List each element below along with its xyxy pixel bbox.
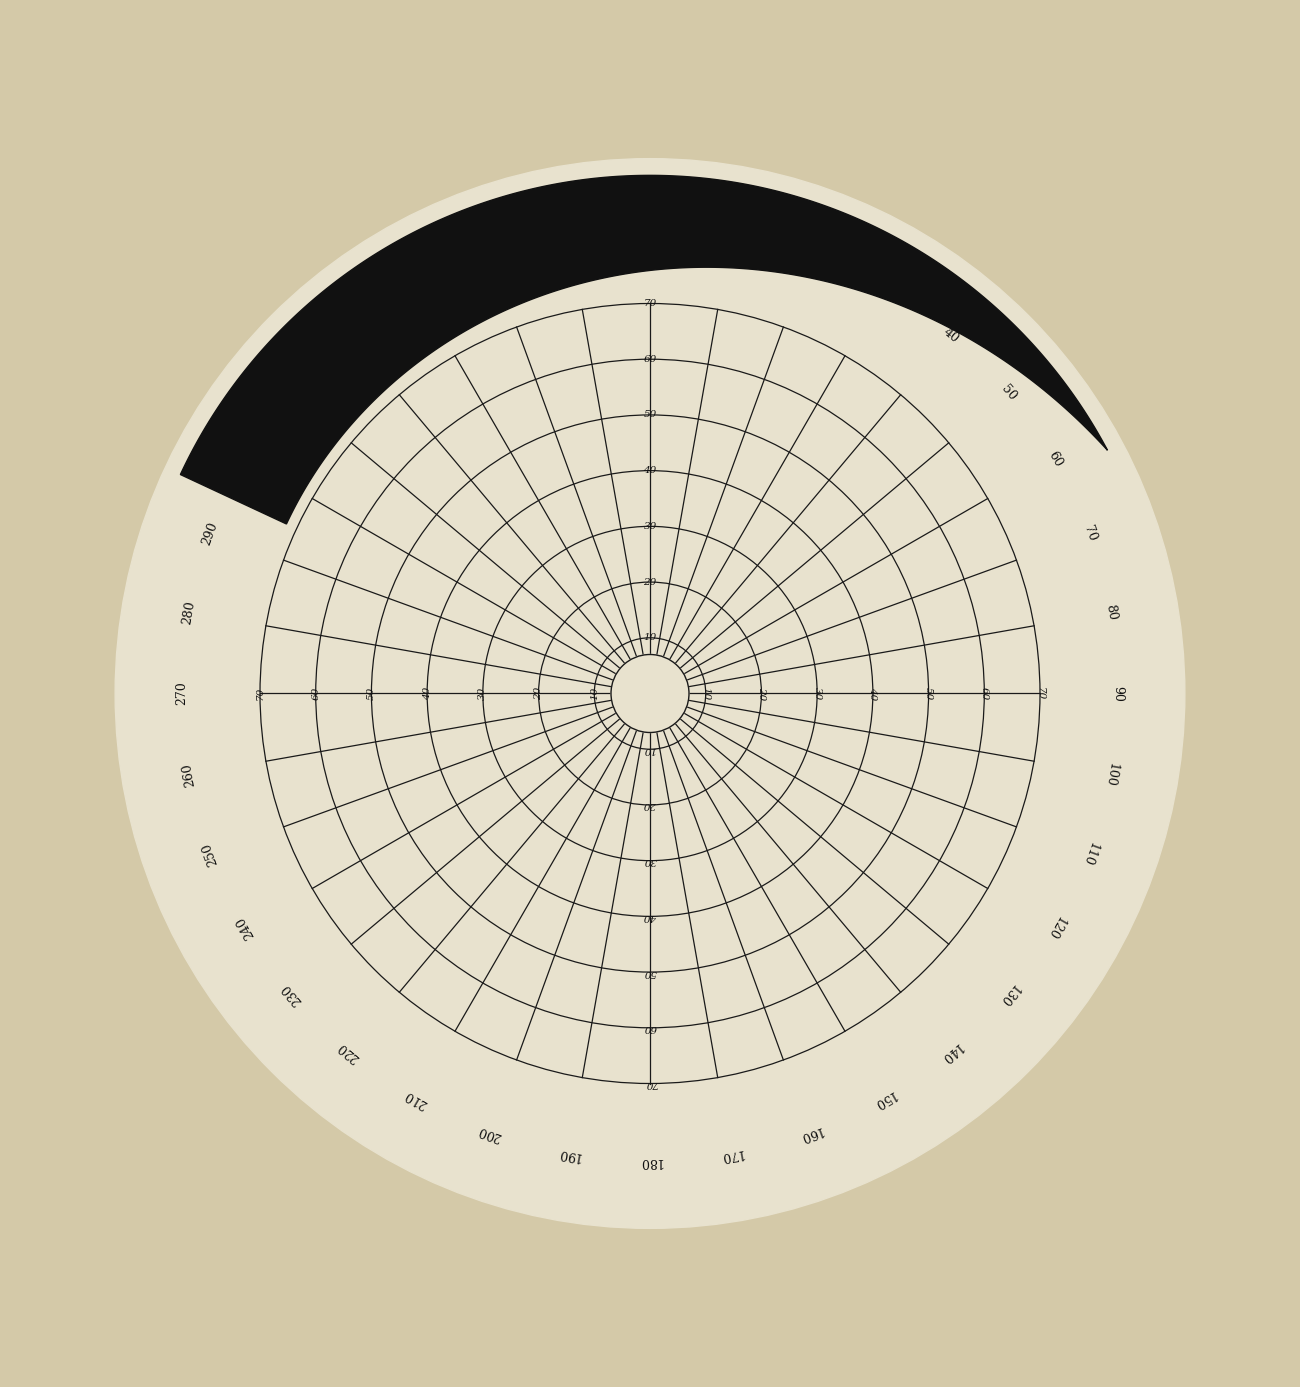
Text: 20: 20 bbox=[801, 245, 820, 262]
Text: 10: 10 bbox=[701, 687, 710, 700]
Text: 50: 50 bbox=[998, 383, 1019, 404]
Text: 230: 230 bbox=[278, 981, 304, 1007]
Text: 10: 10 bbox=[644, 745, 656, 753]
Text: 150: 150 bbox=[871, 1087, 897, 1111]
Text: 340: 340 bbox=[476, 244, 503, 264]
Text: 110: 110 bbox=[1079, 841, 1100, 867]
Text: 170: 170 bbox=[719, 1146, 744, 1162]
Text: 30: 30 bbox=[644, 856, 656, 865]
Text: 30: 30 bbox=[478, 687, 488, 700]
Text: 60: 60 bbox=[644, 1024, 656, 1032]
Text: 20: 20 bbox=[644, 800, 656, 810]
Text: 60: 60 bbox=[644, 355, 656, 363]
Circle shape bbox=[611, 655, 689, 732]
Text: 10: 10 bbox=[644, 634, 656, 642]
Text: 50: 50 bbox=[644, 411, 656, 419]
Text: 200: 200 bbox=[477, 1123, 503, 1143]
Text: 310: 310 bbox=[278, 379, 304, 406]
Text: 50: 50 bbox=[924, 687, 933, 700]
Text: 280: 280 bbox=[181, 599, 198, 626]
Text: 40: 40 bbox=[868, 687, 878, 700]
Text: 320: 320 bbox=[335, 322, 363, 348]
Circle shape bbox=[260, 304, 1040, 1083]
Text: 40: 40 bbox=[422, 687, 432, 700]
Text: 60: 60 bbox=[1045, 449, 1065, 470]
Text: 70: 70 bbox=[1082, 524, 1098, 544]
Text: 0: 0 bbox=[646, 219, 654, 232]
Text: 270: 270 bbox=[176, 681, 188, 706]
Text: 70: 70 bbox=[1036, 687, 1044, 700]
Text: 260: 260 bbox=[181, 761, 198, 788]
Text: 10: 10 bbox=[590, 687, 599, 700]
Text: 180: 180 bbox=[638, 1155, 662, 1168]
Polygon shape bbox=[181, 175, 1108, 524]
Text: 160: 160 bbox=[797, 1123, 824, 1143]
Text: 60: 60 bbox=[980, 687, 989, 700]
Text: 120: 120 bbox=[1044, 914, 1067, 942]
Text: 60: 60 bbox=[311, 687, 320, 700]
Text: 220: 220 bbox=[335, 1039, 363, 1065]
Text: 30: 30 bbox=[644, 522, 656, 531]
Text: 100: 100 bbox=[1102, 761, 1119, 788]
Text: 350: 350 bbox=[556, 225, 581, 241]
Text: 70: 70 bbox=[644, 1079, 656, 1087]
Text: 50: 50 bbox=[367, 687, 376, 700]
Text: 140: 140 bbox=[937, 1039, 965, 1065]
Text: 80: 80 bbox=[1104, 603, 1119, 621]
Text: 30: 30 bbox=[812, 687, 822, 700]
Circle shape bbox=[116, 158, 1184, 1229]
Text: 70: 70 bbox=[256, 687, 264, 700]
Text: 250: 250 bbox=[200, 841, 221, 867]
Text: 10: 10 bbox=[723, 225, 740, 240]
Text: 330: 330 bbox=[403, 276, 429, 300]
Text: 20: 20 bbox=[757, 687, 766, 700]
Text: 40: 40 bbox=[940, 325, 961, 345]
Text: 70: 70 bbox=[644, 300, 656, 308]
Text: 130: 130 bbox=[996, 981, 1022, 1008]
Text: 30: 30 bbox=[874, 279, 894, 298]
Text: 240: 240 bbox=[233, 914, 256, 942]
Text: 20: 20 bbox=[644, 577, 656, 587]
Text: 190: 190 bbox=[556, 1146, 581, 1162]
Text: 90: 90 bbox=[1112, 685, 1124, 702]
Text: 300: 300 bbox=[233, 445, 256, 473]
Text: 40: 40 bbox=[644, 466, 656, 476]
Text: 20: 20 bbox=[534, 687, 543, 700]
Text: 40: 40 bbox=[644, 911, 656, 921]
Text: 210: 210 bbox=[403, 1087, 429, 1111]
Text: 290: 290 bbox=[200, 520, 221, 546]
Text: 50: 50 bbox=[644, 968, 656, 976]
